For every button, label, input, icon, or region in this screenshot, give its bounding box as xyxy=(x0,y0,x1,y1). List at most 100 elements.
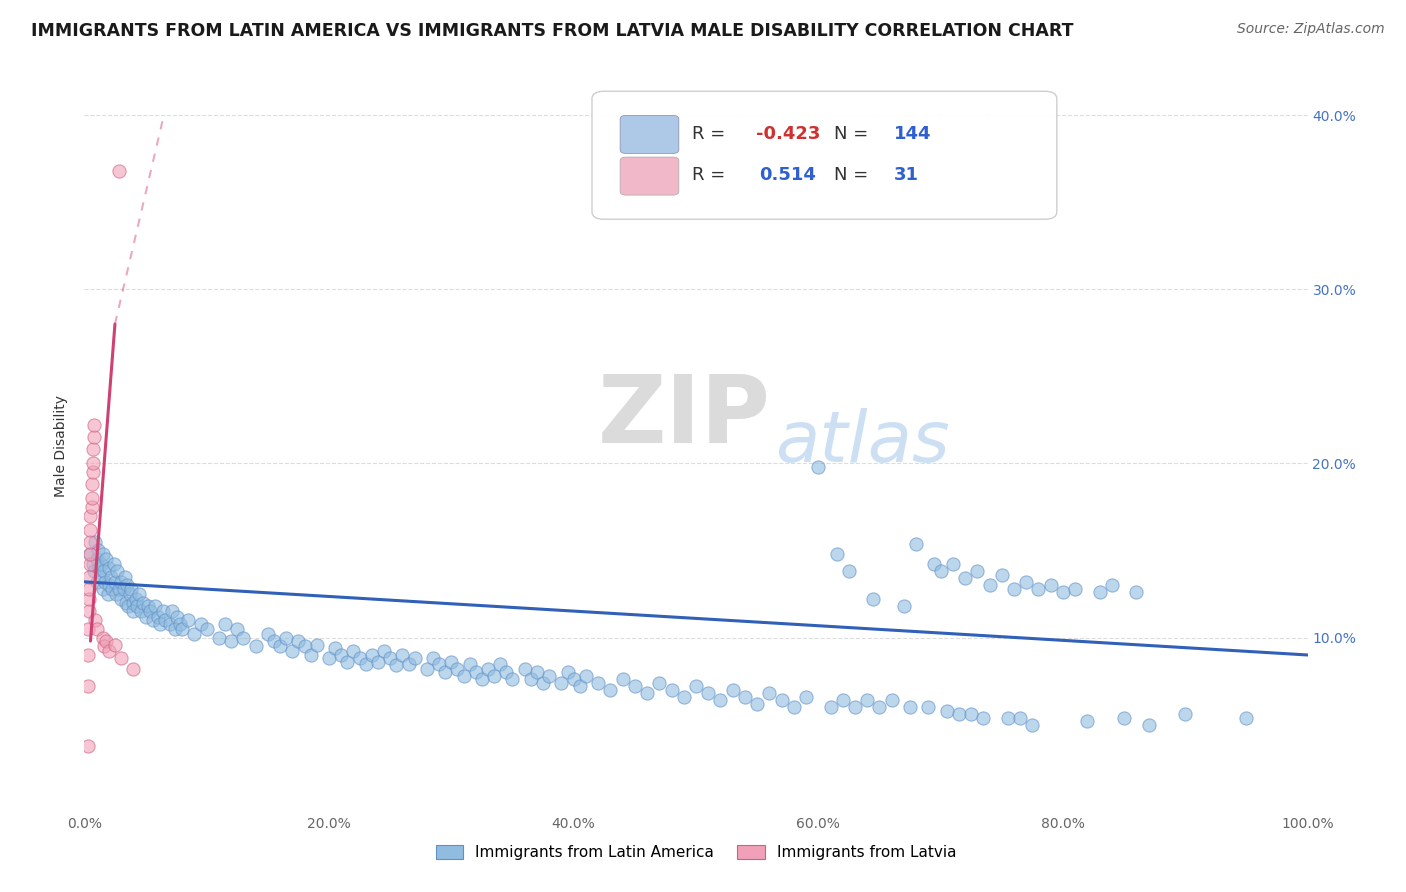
Point xyxy=(354,657,377,671)
Point xyxy=(844,700,866,714)
Text: IMMIGRANTS FROM LATIN AMERICA VS IMMIGRANTS FROM LATVIA MALE DISABILITY CORRELAT: IMMIGRANTS FROM LATIN AMERICA VS IMMIGRA… xyxy=(31,22,1073,40)
Point xyxy=(734,690,756,704)
Point xyxy=(838,565,860,579)
Point xyxy=(305,638,328,652)
Point xyxy=(1015,574,1038,589)
Point xyxy=(77,622,100,636)
Point xyxy=(80,500,103,514)
Point xyxy=(195,622,218,636)
Text: R =: R = xyxy=(692,125,731,143)
Point xyxy=(1002,582,1025,596)
Point xyxy=(1039,578,1062,592)
Point xyxy=(489,657,512,671)
Point xyxy=(520,673,543,687)
Point xyxy=(159,616,181,631)
Text: R =: R = xyxy=(692,167,737,185)
Point xyxy=(103,558,125,572)
Point xyxy=(136,599,159,614)
Point xyxy=(120,582,142,596)
Point xyxy=(562,673,585,687)
Point xyxy=(80,491,103,506)
Point xyxy=(636,686,658,700)
Point xyxy=(953,571,976,585)
Point xyxy=(287,634,309,648)
Point xyxy=(342,644,364,658)
Point xyxy=(83,565,105,579)
Point xyxy=(416,662,439,676)
Point xyxy=(97,644,120,658)
Point xyxy=(917,700,939,714)
Point xyxy=(575,669,598,683)
Point xyxy=(86,622,108,636)
Point xyxy=(820,700,842,714)
Point xyxy=(142,613,165,627)
Point xyxy=(281,644,304,658)
Point xyxy=(1114,711,1136,725)
Point xyxy=(79,547,101,561)
Point xyxy=(114,569,136,583)
Point xyxy=(538,669,561,683)
Point xyxy=(336,655,359,669)
Point xyxy=(153,613,176,627)
Point xyxy=(794,690,817,704)
Point xyxy=(568,679,591,693)
Point xyxy=(1076,714,1098,728)
Point xyxy=(183,627,205,641)
Point xyxy=(398,657,420,671)
Point xyxy=(86,552,108,566)
Point xyxy=(122,604,145,618)
Point xyxy=(125,592,148,607)
Point xyxy=(82,558,104,572)
Point xyxy=(122,596,145,610)
Text: 31: 31 xyxy=(894,167,920,185)
Point xyxy=(84,534,107,549)
Point xyxy=(1137,717,1160,731)
Point xyxy=(898,700,921,714)
Point xyxy=(446,662,468,676)
Point xyxy=(502,673,524,687)
Point xyxy=(1021,717,1043,731)
Point xyxy=(1236,711,1258,725)
Text: N =: N = xyxy=(834,125,875,143)
Point xyxy=(905,536,928,550)
Point xyxy=(91,631,114,645)
Point xyxy=(464,665,486,680)
Point xyxy=(117,599,139,614)
Point xyxy=(440,655,463,669)
Point xyxy=(935,704,957,718)
Point xyxy=(107,582,129,596)
Point xyxy=(367,655,389,669)
Point xyxy=(190,616,212,631)
Point xyxy=(128,587,150,601)
Point xyxy=(966,565,988,579)
Point xyxy=(380,651,402,665)
Point xyxy=(330,648,353,662)
Point xyxy=(624,679,647,693)
Point xyxy=(96,552,118,566)
Point xyxy=(856,693,879,707)
Point xyxy=(90,558,112,572)
Point xyxy=(245,640,267,654)
Point xyxy=(143,599,166,614)
Point xyxy=(105,565,128,579)
Point xyxy=(166,609,188,624)
Point xyxy=(1064,582,1087,596)
Point xyxy=(997,711,1019,725)
Point xyxy=(169,616,191,631)
Point xyxy=(471,673,494,687)
Point xyxy=(257,627,280,641)
FancyBboxPatch shape xyxy=(620,157,679,195)
Point xyxy=(105,587,128,601)
Point xyxy=(172,622,194,636)
Text: 144: 144 xyxy=(894,125,932,143)
Point xyxy=(91,547,114,561)
Point xyxy=(991,567,1014,582)
Point xyxy=(110,651,132,665)
Point xyxy=(422,651,444,665)
Point xyxy=(125,599,148,614)
Point xyxy=(93,565,115,579)
Point xyxy=(349,651,371,665)
Point xyxy=(960,707,983,722)
Point xyxy=(87,561,110,575)
Point xyxy=(104,638,127,652)
